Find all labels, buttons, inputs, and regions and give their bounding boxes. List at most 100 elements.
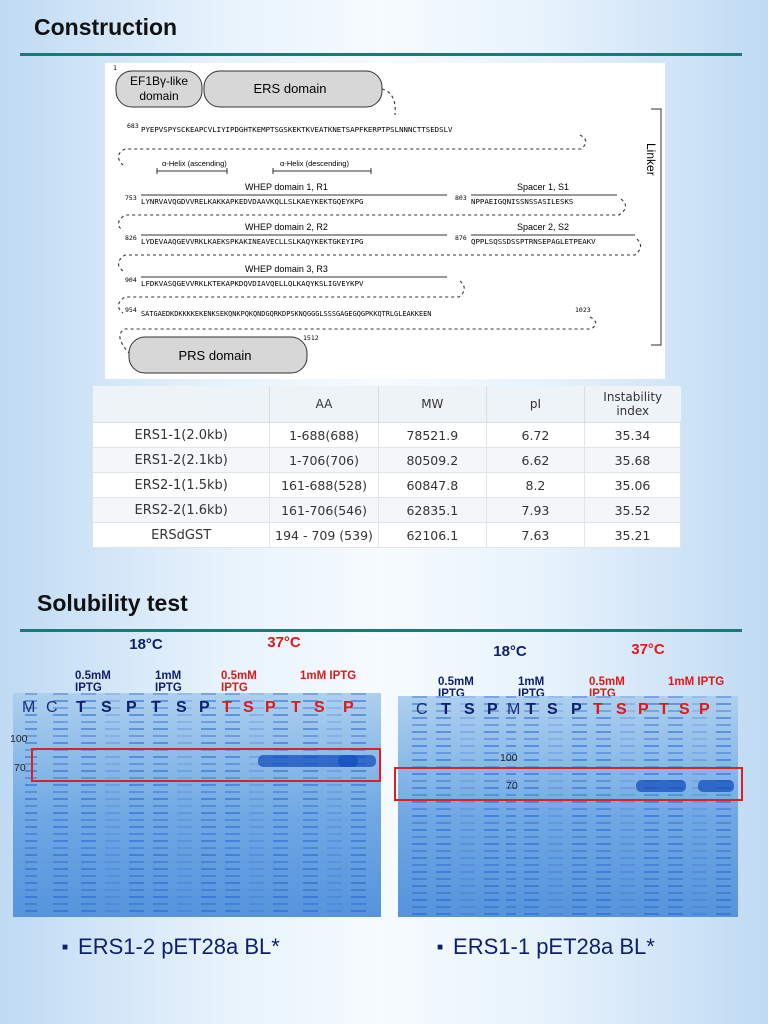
alpha-helix-descending-label: α-Helix (descending) <box>280 159 349 168</box>
position-number: 826 <box>125 234 137 242</box>
sequence-spacer2: QPPLSQSSDSSPTRNSEPAGLETPEAKV <box>471 237 596 246</box>
position-number: 1023 <box>575 306 591 314</box>
position-number: 683 <box>127 122 139 130</box>
table-cell: 35.06 <box>584 472 682 498</box>
lane-label: T <box>291 699 301 716</box>
lane-label: P <box>487 701 498 718</box>
table-cell: ERS2-1(1.5kb) <box>93 472 271 498</box>
temperature-18-label: 18°C <box>129 636 163 653</box>
table-cell: 7.63 <box>486 522 585 548</box>
sequence-954: SATGAEDKDKKKKEKENKSEKQNKPQKQNDGQRKDPSKNQ… <box>141 310 431 318</box>
lane-label: M <box>22 699 36 716</box>
table-cell: 80509.2 <box>378 447 487 473</box>
table-cell: 161-688(528) <box>269 472 379 498</box>
lane-label: T <box>441 701 451 718</box>
table-cell: 6.62 <box>486 447 585 473</box>
table-cell: 62835.1 <box>378 497 487 523</box>
lane-label: S <box>679 701 690 718</box>
table-cell: 6.72 <box>486 422 585 448</box>
table-row: ERS2-2(1.6kb) 161-706(546) 62835.1 7.93 … <box>93 497 682 523</box>
mw-marker-label: 100 <box>10 733 28 745</box>
prs-domain-box <box>128 336 308 374</box>
table-row: ERS1-2(2.1kb) 1-706(706) 80509.2 6.62 35… <box>93 447 682 473</box>
right-gel-caption: ■ ERS1-1 pET28a BL* <box>437 934 655 960</box>
mw-marker-label: 100 <box>500 752 518 764</box>
heading-divider <box>20 53 742 56</box>
position-number: 1 <box>113 64 117 72</box>
table-cell: 161-706(546) <box>269 497 379 523</box>
caption-text: ERS1-1 pET28a BL* <box>453 934 655 959</box>
domain-structure-diagram: EF1Bγ-like domain ERS domain PRS domain … <box>105 63 665 379</box>
lane-label: T <box>76 699 86 716</box>
lane-label: T <box>593 701 603 718</box>
table-cell: 194 - 709 (539) <box>269 522 379 548</box>
lane-label: S <box>176 699 187 716</box>
temperature-37-label: 37°C <box>267 634 301 651</box>
position-number: 904 <box>125 276 137 284</box>
table-cell: 35.34 <box>584 422 682 448</box>
mw-marker-label: 70 <box>506 780 518 792</box>
lane-label: T <box>659 701 669 718</box>
table-cell: ERS1-1(2.0kb) <box>93 422 271 448</box>
ers-domain-label: ERS domain <box>254 81 327 96</box>
lane-label: P <box>699 701 710 718</box>
lane-label: P <box>571 701 582 718</box>
linker-label: Linker <box>644 143 658 176</box>
lane-label: S <box>464 701 475 718</box>
temperature-37-label: 37°C <box>631 641 665 658</box>
sequence-whep1: LYNRVAVQGDVVRELKAKKAPKEDVDAAVKQLLSLKAEYK… <box>141 197 363 206</box>
table-cell: 35.68 <box>584 447 682 473</box>
lane-label: S <box>243 699 254 716</box>
lane-label: P <box>638 701 649 718</box>
whep1-label: WHEP domain 1, R1 <box>245 182 328 192</box>
sequence-whep3: LFDKVASQGEVVRKLKTEKAPKDQVDIAVQELLQLKAQYK… <box>141 279 364 288</box>
table-cell: 1-688(688) <box>269 422 379 448</box>
position-number: 753 <box>125 194 137 202</box>
table-cell: ERSdGST <box>93 522 271 548</box>
iptg-condition-label: 0.5mM IPTG <box>221 670 257 694</box>
table-cell: ERS2-2(1.6kb) <box>93 497 271 523</box>
alpha-helix-ascending-label: α-Helix (ascending) <box>162 159 227 168</box>
ef1b-domain-label: domain <box>139 89 178 103</box>
position-number: 876 <box>455 234 467 242</box>
lane-label: T <box>526 701 536 718</box>
iptg-condition-label: 1mM IPTG <box>668 676 725 688</box>
table-header-cell <box>93 386 271 423</box>
lane-label: P <box>343 699 354 716</box>
table-cell: 1-706(706) <box>269 447 379 473</box>
position-number: 1512 <box>303 334 319 342</box>
table-header-cell: pI <box>486 386 585 423</box>
whep2-label: WHEP domain 2, R2 <box>245 222 328 232</box>
lane-label: S <box>314 699 325 716</box>
ef1b-domain-label: EF1Bγ-like <box>130 74 188 88</box>
table-cell: ERS1-2(2.1kb) <box>93 447 271 473</box>
whep3-label: WHEP domain 3, R3 <box>245 264 328 274</box>
lane-label: C <box>46 699 58 716</box>
solubility-heading: Solubility test <box>37 590 188 616</box>
prs-domain-label: PRS domain <box>179 348 252 363</box>
target-band-highlight <box>394 767 743 801</box>
lane-label: P <box>126 699 137 716</box>
table-header-row: AA MW pI Instability index <box>93 386 681 423</box>
table-header-cell: Instability index <box>584 386 681 423</box>
table-cell: 60847.8 <box>378 472 487 498</box>
caption-text: ERS1-2 pET28a BL* <box>78 934 280 959</box>
sequence-whep2: LYDEVAAQGEVVRKLKAEKSPKAKINEAVECLLSLKAQYK… <box>141 237 363 246</box>
lane-label: M <box>507 701 521 718</box>
table-cell: 78521.9 <box>378 422 487 448</box>
table-row: ERSdGST 194 - 709 (539) 62106.1 7.63 35.… <box>93 522 682 548</box>
sequence-spacer1: NPPAEIGQNISSNSSASILESKS <box>471 197 573 206</box>
temperature-18-label: 18°C <box>493 643 527 660</box>
lane-label: P <box>199 699 210 716</box>
mw-marker-label: 70 <box>14 762 26 774</box>
heading-divider <box>20 629 742 632</box>
position-number: 954 <box>125 306 137 314</box>
bullet-icon: ■ <box>62 942 69 953</box>
right-gel-image <box>398 696 738 917</box>
iptg-condition-label: 1mM IPTG <box>300 670 357 682</box>
table-header-cell: AA <box>269 386 379 423</box>
lane-label: T <box>151 699 161 716</box>
spacer2-label: Spacer 2, S2 <box>517 222 569 232</box>
table-cell: 62106.1 <box>378 522 487 548</box>
sequence-683: PYEPVSPYSCKEAPCVLIYIPDGHTKEMPTSGSKEKTKVE… <box>141 125 453 134</box>
